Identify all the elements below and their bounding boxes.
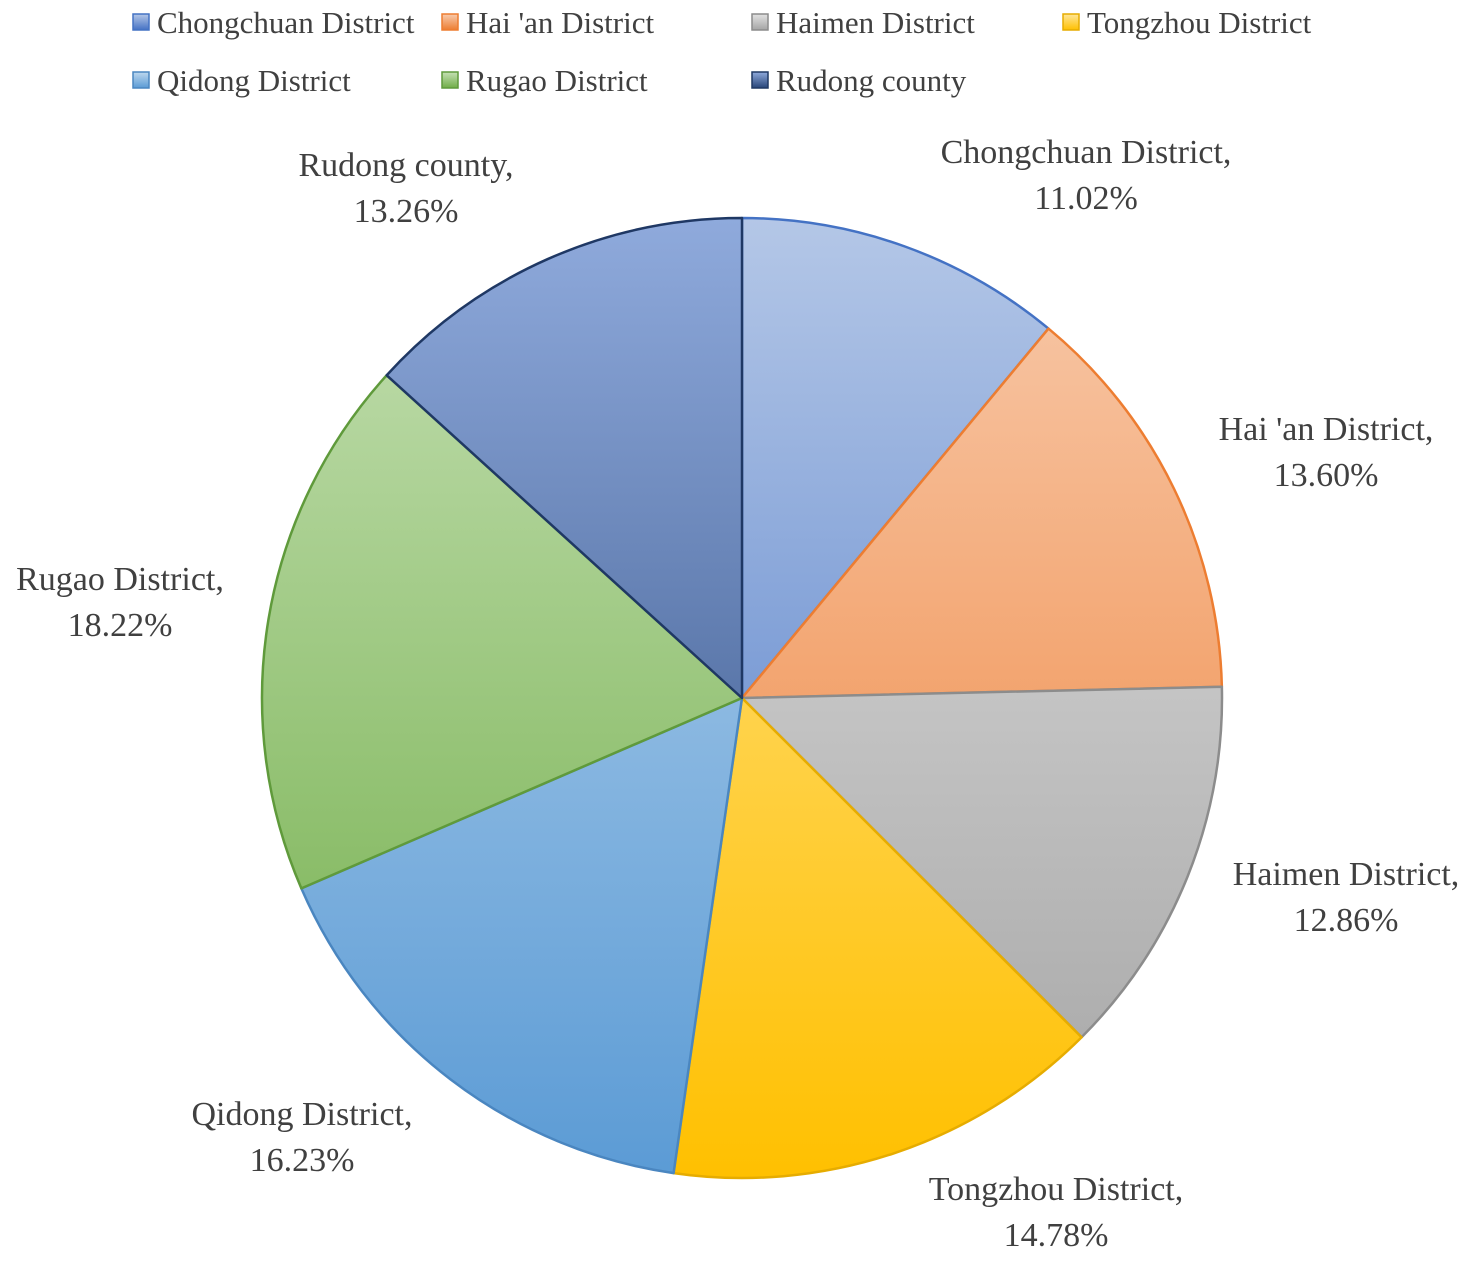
- legend-label: Rugao District: [466, 63, 648, 98]
- legend-swatch: [132, 13, 150, 31]
- legend-swatch: [751, 71, 769, 89]
- legend-label: Tongzhou District: [1087, 5, 1312, 40]
- data-label-value: 12.86%: [1294, 902, 1399, 939]
- pie-slice-5: [300, 696, 744, 1175]
- pie-slice-2: [740, 327, 1224, 700]
- legend-swatch: [1062, 13, 1080, 31]
- pie-slices: [260, 216, 1224, 1180]
- legend-swatch: [441, 71, 459, 89]
- legend-item-3: Haimen District: [751, 5, 975, 40]
- legend-label: Haimen District: [776, 5, 975, 40]
- legend-swatch: [132, 71, 150, 89]
- data-label-category: Tongzhou District,: [929, 1171, 1183, 1208]
- legend-item-6: Rugao District: [441, 63, 648, 98]
- data-label-category: Haimen District,: [1233, 856, 1460, 893]
- data-label-2: Hai 'an District, 13.60%: [1219, 411, 1434, 494]
- legend-item-5: Qidong District: [132, 63, 351, 98]
- legend-label: Rudong county: [776, 63, 967, 98]
- data-labels: Chongchuan District, 11.02% Hai 'an Distri…: [16, 134, 1459, 1254]
- data-label-5: Qidong District, 16.23%: [192, 1096, 413, 1179]
- data-label-7: Rudong county, 13.26%: [298, 147, 513, 230]
- legend-label: Hai 'an District: [466, 5, 654, 40]
- legend-label: Chongchuan District: [157, 5, 415, 40]
- data-label-category: Rugao District,: [16, 561, 224, 598]
- data-label-category: Chongchuan District,: [941, 134, 1232, 171]
- data-label-category: Rudong county,: [298, 147, 513, 184]
- legend-swatch: [751, 13, 769, 31]
- data-label-3: Haimen District, 12.86%: [1233, 856, 1460, 939]
- data-label-category: Qidong District,: [192, 1096, 413, 1133]
- data-label-category: Hai 'an District,: [1219, 411, 1434, 448]
- legend: Chongchuan District Hai 'an District Haime…: [132, 5, 1312, 98]
- data-label-value: 14.78%: [1004, 1217, 1109, 1254]
- data-label-value: 11.02%: [1034, 180, 1138, 217]
- pie-slice-3: [740, 685, 1224, 1039]
- legend-item-1: Chongchuan District: [132, 5, 415, 40]
- pie-slice-6: [260, 374, 744, 890]
- data-label-value: 13.26%: [354, 193, 459, 230]
- legend-label: Qidong District: [157, 63, 351, 98]
- pie-slice-1: [740, 216, 1050, 700]
- data-label-value: 16.23%: [250, 1142, 355, 1179]
- data-label-value: 18.22%: [68, 607, 173, 644]
- data-label-1: Chongchuan District, 11.02%: [941, 134, 1232, 217]
- legend-item-4: Tongzhou District: [1062, 5, 1312, 40]
- legend-item-2: Hai 'an District: [441, 5, 654, 40]
- legend-item-7: Rudong county: [751, 63, 967, 98]
- pie-slice-7: [385, 216, 744, 700]
- legend-swatch: [441, 13, 459, 31]
- pie-slice-4: [672, 696, 1083, 1180]
- data-label-value: 13.60%: [1274, 457, 1379, 494]
- data-label-6: Rugao District, 18.22%: [16, 561, 224, 644]
- data-label-4: Tongzhou District, 14.78%: [929, 1171, 1183, 1254]
